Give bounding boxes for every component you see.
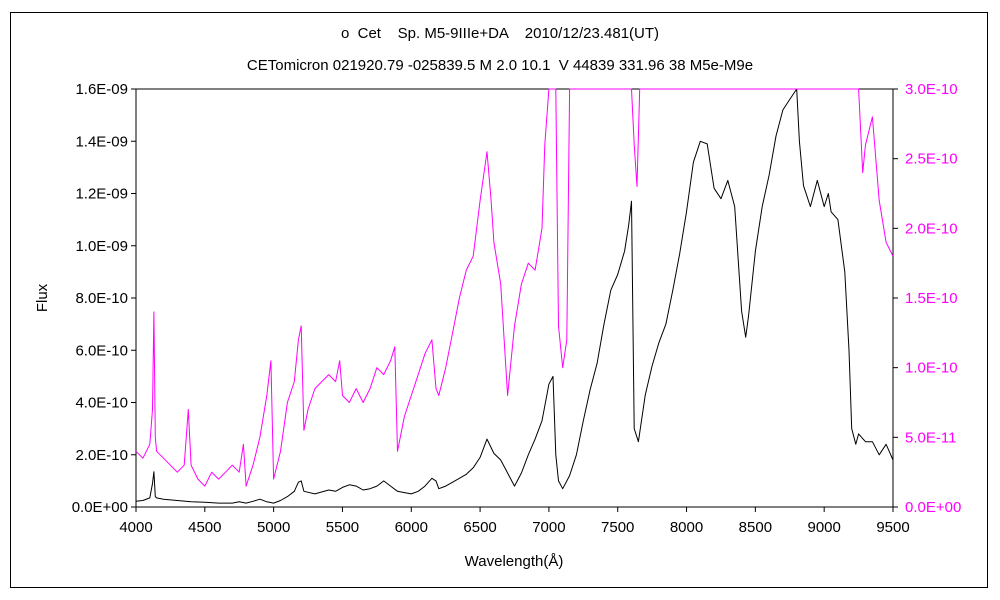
- y2-tick-label: 0.0E+00: [905, 499, 961, 516]
- x-tick-label: 5000: [257, 519, 290, 536]
- secondary-flux-series-line: [135, 88, 894, 487]
- x-tick-label: 7500: [601, 519, 634, 536]
- y-tick-label: 4.0E-10: [75, 395, 128, 412]
- x-tick-label: 8500: [739, 519, 772, 536]
- x-tick-label: 9000: [807, 519, 840, 536]
- x-axis-label: Wavelength(Å): [465, 553, 564, 570]
- y2-tick-label: 1.0E-10: [905, 360, 958, 377]
- y-tick-label: 2.0E-10: [75, 447, 128, 464]
- y2-tick-label: 2.0E-10: [905, 220, 958, 237]
- y-axis-label: Flux: [34, 283, 51, 312]
- x-tick-label: 8000: [670, 519, 703, 536]
- y-tick-label: 1.4E-09: [75, 133, 128, 150]
- y-tick-label: 1.0E-09: [75, 238, 128, 255]
- x-tick-label: 7000: [532, 519, 565, 536]
- x-tick-label: 9500: [876, 519, 909, 536]
- chart-subtitle: CETomicron 021920.79 -025839.5 M 2.0 10.…: [246, 57, 754, 74]
- x-tick-label: 4000: [119, 519, 152, 536]
- x-tick-label: 5500: [326, 519, 359, 536]
- y-tick-label: 6.0E-10: [75, 342, 128, 359]
- x-tick-label: 4500: [188, 519, 221, 536]
- plot-area: [135, 88, 894, 508]
- y2-tick-label: 1.5E-10: [905, 290, 958, 307]
- x-tick-label: 6000: [395, 519, 428, 536]
- y2-tick-label: 3.0E-10: [905, 81, 958, 98]
- y2-tick-label: 5.0E-11: [905, 429, 956, 446]
- y2-tick-label: 2.5E-10: [905, 151, 958, 168]
- y-tick-label: 1.2E-09: [75, 186, 128, 203]
- y-tick-label: 1.6E-09: [75, 81, 128, 98]
- chart-frame: [10, 12, 988, 588]
- x-tick-label: 6500: [463, 519, 496, 536]
- primary-flux-series-line: [135, 88, 894, 504]
- y-tick-label: 0.0E+00: [72, 499, 128, 516]
- y-tick-label: 8.0E-10: [75, 290, 128, 307]
- chart-title: o Cet Sp. M5-9IIIe+DA 2010/12/23.481(UT): [340, 25, 660, 42]
